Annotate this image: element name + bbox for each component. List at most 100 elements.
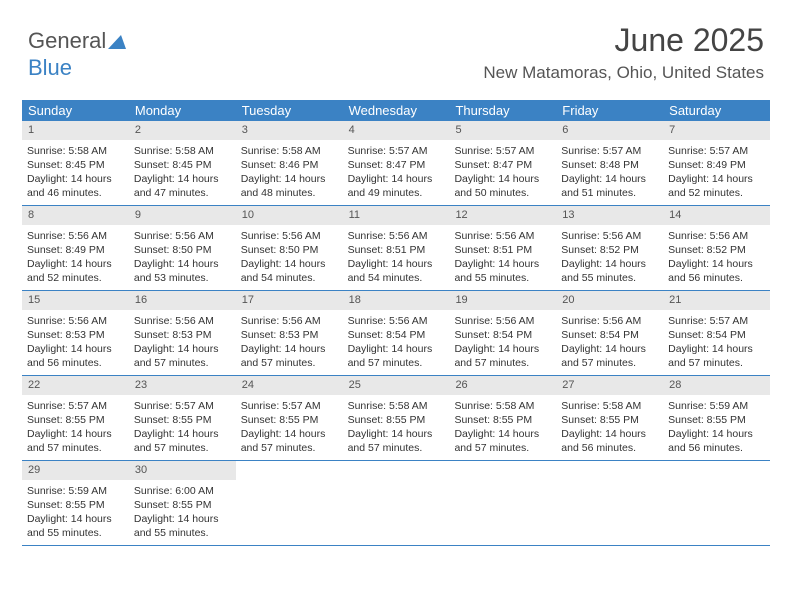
daylight-text-2: and 56 minutes.: [27, 356, 124, 370]
day-body: Sunrise: 5:59 AMSunset: 8:55 PMDaylight:…: [663, 397, 770, 460]
day-number: 1: [22, 121, 129, 140]
daylight-text-2: and 47 minutes.: [134, 186, 231, 200]
logo-triangle-icon: [108, 29, 126, 55]
sunset-text: Sunset: 8:53 PM: [27, 328, 124, 342]
week-row: 29Sunrise: 5:59 AMSunset: 8:55 PMDayligh…: [22, 461, 770, 546]
day-body: Sunrise: 5:56 AMSunset: 8:52 PMDaylight:…: [663, 227, 770, 290]
sunrise-text: Sunrise: 5:56 AM: [348, 229, 445, 243]
day-cell: 23Sunrise: 5:57 AMSunset: 8:55 PMDayligh…: [129, 376, 236, 460]
day-number: 5: [449, 121, 556, 140]
daylight-text-1: Daylight: 14 hours: [348, 342, 445, 356]
day-number: 10: [236, 206, 343, 225]
sunset-text: Sunset: 8:55 PM: [134, 498, 231, 512]
sunset-text: Sunset: 8:47 PM: [348, 158, 445, 172]
daylight-text-1: Daylight: 14 hours: [668, 427, 765, 441]
daylight-text-2: and 50 minutes.: [454, 186, 551, 200]
daylight-text-1: Daylight: 14 hours: [241, 342, 338, 356]
week-row: 22Sunrise: 5:57 AMSunset: 8:55 PMDayligh…: [22, 376, 770, 461]
day-cell: 19Sunrise: 5:56 AMSunset: 8:54 PMDayligh…: [449, 291, 556, 375]
day-number: 17: [236, 291, 343, 310]
day-number: 6: [556, 121, 663, 140]
day-number: 28: [663, 376, 770, 395]
sunrise-text: Sunrise: 5:56 AM: [241, 229, 338, 243]
day-cell: 14Sunrise: 5:56 AMSunset: 8:52 PMDayligh…: [663, 206, 770, 290]
sunrise-text: Sunrise: 5:58 AM: [454, 399, 551, 413]
day-cell: 20Sunrise: 5:56 AMSunset: 8:54 PMDayligh…: [556, 291, 663, 375]
sunrise-text: Sunrise: 5:56 AM: [27, 229, 124, 243]
logo-part2: Blue: [28, 55, 72, 80]
daylight-text-1: Daylight: 14 hours: [241, 427, 338, 441]
day-body: Sunrise: 5:56 AMSunset: 8:54 PMDaylight:…: [556, 312, 663, 375]
daylight-text-1: Daylight: 14 hours: [668, 257, 765, 271]
daylight-text-2: and 54 minutes.: [241, 271, 338, 285]
empty-cell: [663, 461, 770, 545]
daylight-text-2: and 57 minutes.: [241, 356, 338, 370]
day-body: Sunrise: 5:56 AMSunset: 8:52 PMDaylight:…: [556, 227, 663, 290]
day-body: Sunrise: 5:58 AMSunset: 8:46 PMDaylight:…: [236, 142, 343, 205]
day-cell: 29Sunrise: 5:59 AMSunset: 8:55 PMDayligh…: [22, 461, 129, 545]
daylight-text-1: Daylight: 14 hours: [27, 427, 124, 441]
sunrise-text: Sunrise: 5:56 AM: [454, 314, 551, 328]
day-cell: 26Sunrise: 5:58 AMSunset: 8:55 PMDayligh…: [449, 376, 556, 460]
daylight-text-2: and 57 minutes.: [134, 441, 231, 455]
day-body: Sunrise: 5:57 AMSunset: 8:48 PMDaylight:…: [556, 142, 663, 205]
logo: General Blue: [28, 28, 126, 81]
sunrise-text: Sunrise: 5:57 AM: [561, 144, 658, 158]
sunset-text: Sunset: 8:46 PM: [241, 158, 338, 172]
day-body: Sunrise: 5:56 AMSunset: 8:50 PMDaylight:…: [129, 227, 236, 290]
week-row: 8Sunrise: 5:56 AMSunset: 8:49 PMDaylight…: [22, 206, 770, 291]
empty-cell: [236, 461, 343, 545]
sunrise-text: Sunrise: 5:57 AM: [134, 399, 231, 413]
daylight-text-1: Daylight: 14 hours: [134, 427, 231, 441]
sunset-text: Sunset: 8:55 PM: [561, 413, 658, 427]
day-cell: 27Sunrise: 5:58 AMSunset: 8:55 PMDayligh…: [556, 376, 663, 460]
weekday-header: Sunday: [22, 100, 129, 121]
day-body: Sunrise: 5:57 AMSunset: 8:55 PMDaylight:…: [236, 397, 343, 460]
day-body: Sunrise: 5:56 AMSunset: 8:53 PMDaylight:…: [129, 312, 236, 375]
logo-part1: General: [28, 28, 106, 53]
day-cell: 21 Sunrise: 5:57 AMSunset: 8:54 PMDayligh…: [663, 291, 770, 375]
sunset-text: Sunset: 8:50 PM: [241, 243, 338, 257]
daylight-text-2: and 56 minutes.: [561, 441, 658, 455]
sunrise-text: Sunrise: 5:56 AM: [134, 229, 231, 243]
sunset-text: Sunset: 8:50 PM: [134, 243, 231, 257]
day-cell: 4Sunrise: 5:57 AMSunset: 8:47 PMDaylight…: [343, 121, 450, 205]
day-body: Sunrise: 5:56 AMSunset: 8:54 PMDaylight:…: [343, 312, 450, 375]
day-number: 27: [556, 376, 663, 395]
sunset-text: Sunset: 8:52 PM: [668, 243, 765, 257]
day-number: 29: [22, 461, 129, 480]
daylight-text-2: and 54 minutes.: [348, 271, 445, 285]
daylight-text-2: and 56 minutes.: [668, 271, 765, 285]
day-number: 7: [663, 121, 770, 140]
daylight-text-2: and 57 minutes.: [561, 356, 658, 370]
sunset-text: Sunset: 8:49 PM: [668, 158, 765, 172]
sunrise-text: Sunrise: 5:57 AM: [241, 399, 338, 413]
sunset-text: Sunset: 8:45 PM: [134, 158, 231, 172]
sunrise-text: Sunrise: 5:58 AM: [241, 144, 338, 158]
daylight-text-1: Daylight: 14 hours: [134, 342, 231, 356]
sunset-text: Sunset: 8:53 PM: [134, 328, 231, 342]
daylight-text-2: and 57 minutes.: [348, 356, 445, 370]
sunset-text: Sunset: 8:54 PM: [348, 328, 445, 342]
sunset-text: Sunset: 8:53 PM: [241, 328, 338, 342]
sunset-text: Sunset: 8:55 PM: [27, 413, 124, 427]
day-cell: 7Sunrise: 5:57 AMSunset: 8:49 PMDaylight…: [663, 121, 770, 205]
day-number: 15: [22, 291, 129, 310]
sunset-text: Sunset: 8:52 PM: [561, 243, 658, 257]
weekday-header: Wednesday: [343, 100, 450, 121]
daylight-text-2: and 55 minutes.: [27, 526, 124, 540]
daylight-text-2: and 46 minutes.: [27, 186, 124, 200]
day-cell: 8Sunrise: 5:56 AMSunset: 8:49 PMDaylight…: [22, 206, 129, 290]
day-body: Sunrise: 5:57 AMSunset: 8:54 PMDaylight:…: [663, 312, 770, 375]
day-body: Sunrise: 6:00 AMSunset: 8:55 PMDaylight:…: [129, 482, 236, 545]
day-number: 21: [663, 291, 770, 310]
daylight-text-2: and 53 minutes.: [134, 271, 231, 285]
day-cell: 18Sunrise: 5:56 AMSunset: 8:54 PMDayligh…: [343, 291, 450, 375]
sunset-text: Sunset: 8:55 PM: [348, 413, 445, 427]
sunset-text: Sunset: 8:54 PM: [561, 328, 658, 342]
week-row: 1Sunrise: 5:58 AMSunset: 8:45 PMDaylight…: [22, 121, 770, 206]
sunset-text: Sunset: 8:55 PM: [241, 413, 338, 427]
daylight-text-2: and 55 minutes.: [134, 526, 231, 540]
sunset-text: Sunset: 8:47 PM: [454, 158, 551, 172]
sunrise-text: Sunrise: 5:56 AM: [134, 314, 231, 328]
